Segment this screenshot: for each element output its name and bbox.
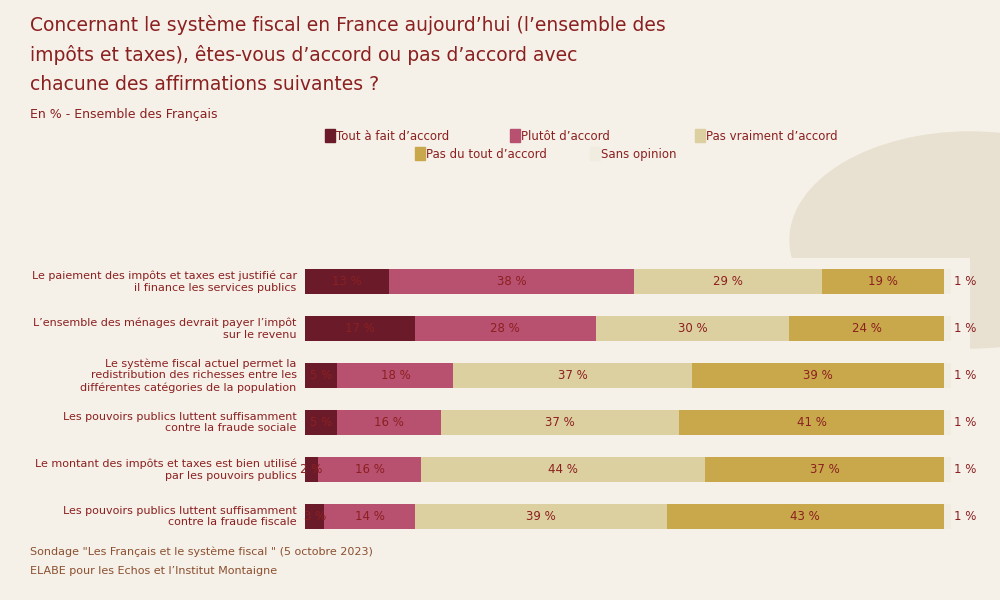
Bar	[305, 410, 337, 435]
Bar	[305, 457, 318, 482]
Bar	[318, 457, 421, 482]
Text: ELABE pour les Echos et l’Institut Montaigne: ELABE pour les Echos et l’Institut Monta…	[30, 566, 277, 576]
Bar	[305, 269, 389, 294]
Bar	[415, 504, 667, 529]
Bar	[705, 457, 944, 482]
Bar	[944, 269, 951, 294]
Text: 17 %: 17 %	[345, 322, 375, 335]
Bar	[944, 457, 951, 482]
Text: 39 %: 39 %	[803, 369, 833, 382]
Text: 5 %: 5 %	[310, 416, 332, 429]
Text: 43 %: 43 %	[790, 510, 820, 523]
Bar	[453, 363, 692, 388]
Bar	[944, 363, 951, 388]
Text: 2 %: 2 %	[300, 463, 323, 476]
Text: 13 %: 13 %	[332, 275, 362, 288]
Text: 1 %: 1 %	[954, 463, 976, 476]
Text: 1 %: 1 %	[954, 275, 976, 288]
Text: 18 %: 18 %	[381, 369, 410, 382]
Text: 14 %: 14 %	[355, 510, 385, 523]
Bar	[305, 363, 337, 388]
Text: 29 %: 29 %	[713, 275, 743, 288]
Bar	[944, 410, 951, 435]
Bar	[305, 316, 415, 341]
Bar	[389, 269, 634, 294]
Text: Pas vraiment d’accord: Pas vraiment d’accord	[706, 130, 838, 143]
Text: Sans opinion: Sans opinion	[601, 148, 677, 161]
Bar	[679, 410, 944, 435]
Text: 39 %: 39 %	[526, 510, 556, 523]
Text: 44 %: 44 %	[548, 463, 578, 476]
Text: 37 %: 37 %	[810, 463, 840, 476]
Text: impôts et taxes), êtes-vous d’accord ou pas d’accord avec: impôts et taxes), êtes-vous d’accord ou …	[30, 45, 577, 65]
Text: Plutôt d’accord: Plutôt d’accord	[521, 130, 610, 143]
Text: 19 %: 19 %	[868, 275, 898, 288]
Text: 3 %: 3 %	[304, 510, 326, 523]
Text: 16 %: 16 %	[374, 416, 404, 429]
Text: 1 %: 1 %	[954, 369, 976, 382]
Text: 24 %: 24 %	[852, 322, 882, 335]
Text: 30 %: 30 %	[678, 322, 707, 335]
Bar	[789, 316, 944, 341]
Bar	[634, 269, 822, 294]
Text: 1 %: 1 %	[954, 416, 976, 429]
Text: 38 %: 38 %	[497, 275, 526, 288]
Bar	[692, 363, 944, 388]
Text: 41 %: 41 %	[797, 416, 827, 429]
Text: 1 %: 1 %	[954, 510, 976, 523]
Text: Sondage "Les Français et le système fiscal " (5 octobre 2023): Sondage "Les Français et le système fisc…	[30, 546, 373, 557]
Text: En % - Ensemble des Français: En % - Ensemble des Français	[30, 108, 218, 121]
Text: 37 %: 37 %	[545, 416, 575, 429]
Text: 28 %: 28 %	[490, 322, 520, 335]
Text: chacune des affirmations suivantes ?: chacune des affirmations suivantes ?	[30, 75, 379, 94]
Text: Pas du tout d’accord: Pas du tout d’accord	[426, 148, 547, 161]
Bar	[667, 504, 944, 529]
Text: Concernant le système fiscal en France aujourd’hui (l’ensemble des: Concernant le système fiscal en France a…	[30, 15, 666, 35]
Bar	[944, 504, 951, 529]
Text: Tout à fait d’accord: Tout à fait d’accord	[336, 130, 449, 143]
Bar	[596, 316, 789, 341]
Bar	[324, 504, 415, 529]
Bar	[337, 410, 441, 435]
Bar	[337, 363, 453, 388]
Bar	[305, 504, 324, 529]
Text: 1 %: 1 %	[954, 322, 976, 335]
Text: 37 %: 37 %	[558, 369, 588, 382]
Text: 16 %: 16 %	[355, 463, 385, 476]
Bar	[944, 316, 951, 341]
Bar	[822, 269, 944, 294]
Bar	[415, 316, 596, 341]
Bar	[421, 457, 705, 482]
Text: 5 %: 5 %	[310, 369, 332, 382]
Bar	[441, 410, 679, 435]
